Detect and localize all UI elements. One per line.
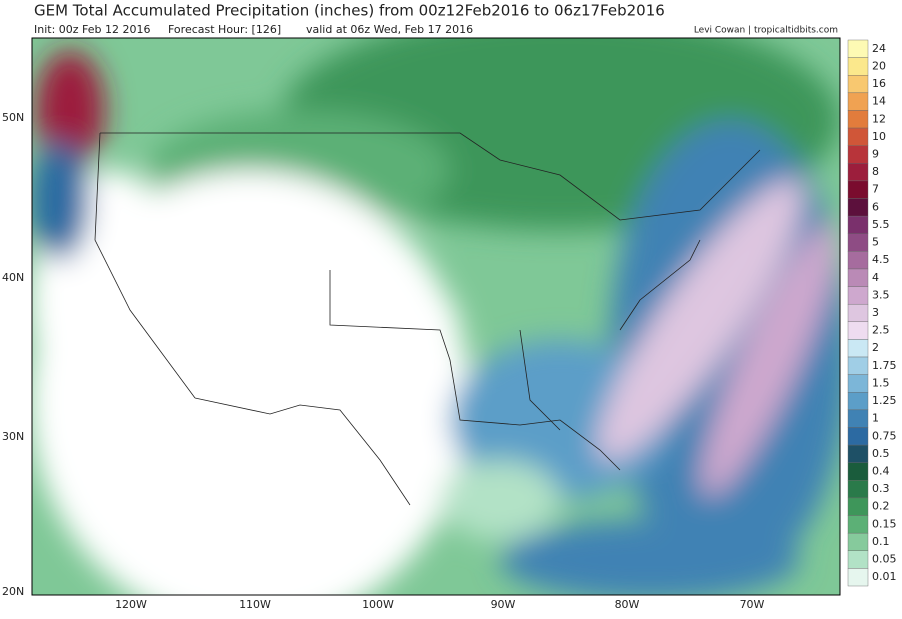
legend-swatch: [847, 57, 869, 76]
legend-swatch: [847, 163, 869, 182]
legend-label: 0.15: [872, 517, 897, 530]
valid-time: valid at 06z Wed, Feb 17 2016: [306, 23, 473, 36]
legend-swatch: [847, 374, 869, 393]
title: GEM Total Accumulated Precipitation (inc…: [34, 2, 665, 20]
legend-label: 5: [872, 236, 879, 249]
legend: 24 20 16 14 12 10 9 8 7 6 5.5 5 4.5 4 3.5 3 2.5 2 1.75 1.5 1…: [847, 39, 897, 587]
legend-label: 4.5: [872, 253, 890, 266]
lat-label: 40N: [2, 271, 24, 284]
legend-label: 24: [872, 42, 886, 55]
legend-label: 16: [872, 77, 886, 90]
legend-swatch: [847, 110, 869, 129]
legend-swatch: [847, 444, 869, 463]
legend-label: 0.1: [872, 535, 890, 548]
legend-label: 10: [872, 130, 886, 143]
legend-swatch: [847, 75, 869, 94]
legend-label: 1.25: [872, 394, 897, 407]
legend-label: 14: [872, 95, 886, 108]
legend-label: 1.5: [872, 376, 890, 389]
legend-swatch: [847, 198, 869, 217]
legend-label: 0.5: [872, 447, 890, 460]
legend-swatch: [847, 39, 869, 58]
legend-label: 4: [872, 271, 879, 284]
legend-swatch: [847, 233, 869, 252]
legend-swatch: [847, 550, 869, 569]
legend-label: 0.05: [872, 553, 897, 566]
lon-label: 100W: [362, 598, 394, 611]
legend-swatch: [847, 480, 869, 499]
legend-swatch: [847, 303, 869, 323]
legend-label: 8: [872, 165, 879, 178]
legend-swatch: [847, 409, 869, 428]
legend-label: 12: [872, 112, 886, 125]
forecast-hour: Forecast Hour: [126]: [168, 23, 281, 36]
legend-swatch: [847, 92, 869, 111]
legend-swatch: [847, 268, 869, 287]
legend-label: 0.01: [872, 570, 897, 583]
legend-label: 0.75: [872, 429, 897, 442]
legend-swatch: [847, 497, 869, 516]
legend-label: 5.5: [872, 218, 890, 231]
legend-label: 0.4: [872, 465, 890, 478]
lon-label: 120W: [115, 598, 147, 611]
legend-swatch: [847, 127, 869, 146]
legend-swatch: [847, 356, 869, 375]
precip-field: [32, 38, 840, 595]
legend-label: 0.3: [872, 482, 890, 495]
legend-swatch: [847, 251, 869, 270]
map: [32, 38, 840, 595]
legend-label: 1: [872, 412, 879, 425]
legend-swatch: [847, 215, 869, 234]
legend-label: 9: [872, 147, 879, 160]
legend-label: 2.5: [872, 324, 890, 337]
legend-swatch: [847, 286, 869, 305]
legend-swatch: [847, 392, 869, 411]
legend-swatch: [847, 462, 869, 481]
borders: [94, 132, 761, 506]
legend-swatch: [847, 568, 869, 587]
map-frame: [31, 37, 841, 596]
legend-swatch: [847, 321, 869, 340]
legend-swatch: [847, 180, 869, 199]
legend-swatch: [847, 532, 869, 551]
lat-label: 20N: [2, 585, 24, 598]
legend-label: 6: [872, 200, 879, 213]
legend-label: 20: [872, 59, 886, 72]
lon-label: 70W: [740, 598, 765, 611]
legend-swatch: [847, 427, 869, 446]
legend-swatch: [847, 339, 869, 358]
legend-label: 2: [872, 341, 879, 354]
lon-label: 90W: [491, 598, 516, 611]
lat-label: 30N: [2, 430, 24, 443]
lon-label: 80W: [615, 598, 640, 611]
legend-label: 3: [872, 306, 879, 319]
legend-label: 1.75: [872, 359, 897, 372]
lon-label: 110W: [239, 598, 271, 611]
legend-swatch: [847, 145, 869, 164]
legend-label: 0.2: [872, 500, 890, 513]
legend-swatch: [847, 515, 869, 534]
lat-label: 50N: [2, 111, 24, 124]
legend-label: 7: [872, 183, 879, 196]
legend-label: 3.5: [872, 288, 890, 301]
init: Init: 00z Feb 12 2016: [34, 23, 151, 36]
credit: Levi Cowan | tropicaltidbits.com: [694, 26, 838, 36]
